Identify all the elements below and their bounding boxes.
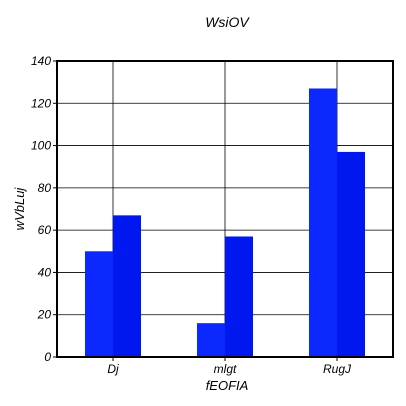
bar-series-1-dj (85, 251, 113, 357)
bars (85, 88, 365, 357)
x-axis-ticks: Dj mlgt RugJ (107, 357, 352, 376)
bar-series-2-rugj (337, 151, 365, 357)
y-tick-label: 140 (31, 54, 51, 68)
x-tick-label: RugJ (323, 362, 352, 376)
y-axis-label: wVbLuj (12, 187, 27, 231)
x-tick-label: mlgt (214, 362, 237, 376)
x-tick-label: Dj (107, 362, 119, 376)
bar-series-1-rugj (309, 88, 337, 357)
y-tick-label: 80 (38, 181, 52, 195)
bar-series-2-dj (113, 215, 141, 357)
y-tick-label: 20 (37, 308, 52, 322)
y-tick-label: 120 (31, 96, 51, 110)
bar-series-2-mlgt (225, 236, 253, 357)
chart-title: WsiOV (205, 14, 250, 30)
y-tick-label: 100 (31, 139, 51, 153)
bar-series-1-mlgt (197, 323, 225, 357)
y-tick-label: 0 (44, 350, 51, 364)
x-axis-label: fEOFIA (206, 378, 249, 393)
y-axis-ticks: 0 20 40 60 80 100 120 140 (31, 54, 57, 364)
y-tick-label: 60 (38, 223, 52, 237)
y-tick-label: 40 (38, 265, 52, 279)
